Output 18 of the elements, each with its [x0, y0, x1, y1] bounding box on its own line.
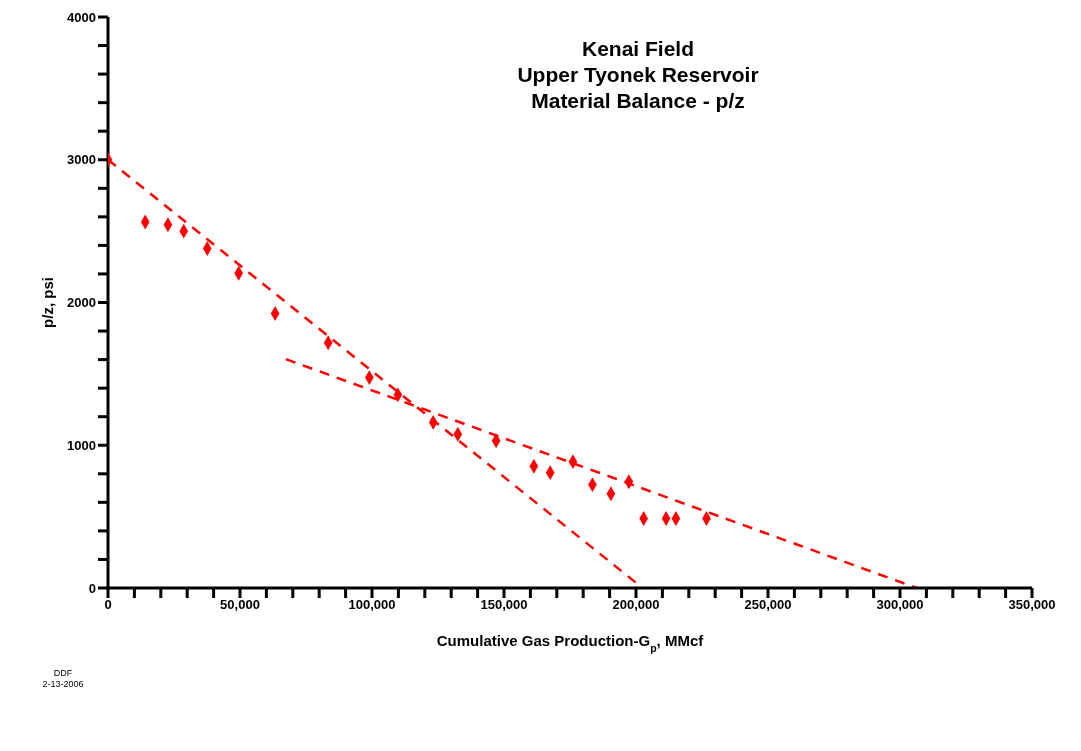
x-tick-label: 250,000 — [744, 597, 792, 613]
y-tick-label: 1000 — [67, 437, 96, 453]
y-tick-label: 4000 — [67, 9, 96, 25]
y-tick-label: 3000 — [67, 152, 96, 168]
x-tick-label: 0 — [104, 597, 112, 613]
x-tick-label: 200,000 — [612, 597, 660, 613]
y-tick-label: 0 — [88, 580, 96, 596]
x-tick-label: 300,000 — [876, 597, 924, 613]
y-tick-label: 2000 — [67, 295, 96, 311]
text: DDF — [52, 668, 74, 679]
text: Kenai Field Upper Tyonek Reservoir Material Balance - p/z — [516, 36, 760, 114]
x-tick-label: 100,000 — [348, 597, 396, 613]
x-axis-title: Cumulative Gas Production-G$_{p}$, MMcf — [436, 632, 705, 654]
y-axis-title: p/z, psi — [39, 277, 57, 328]
x-tick-label: 50,000 — [220, 597, 260, 613]
x-tick-label: 150,000 — [480, 597, 528, 613]
text: 2-13-2006 — [41, 679, 85, 690]
x-tick-label: 350,000 — [1008, 597, 1056, 613]
